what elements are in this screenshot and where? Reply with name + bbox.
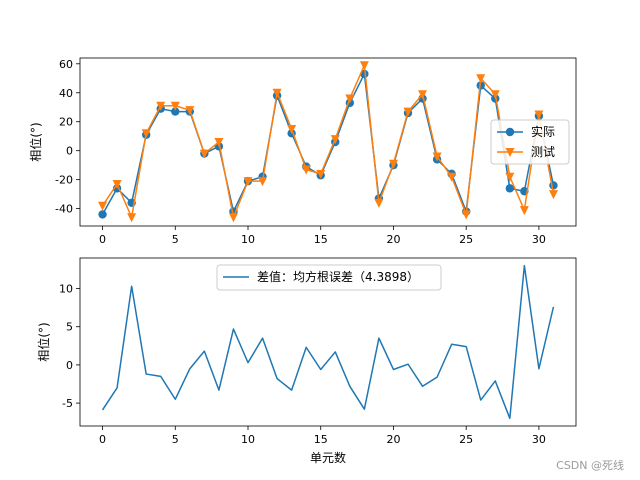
data-point-triangle bbox=[548, 190, 558, 200]
x-tick-label: 20 bbox=[386, 233, 400, 246]
x-tick-label: 25 bbox=[459, 433, 473, 446]
data-point-triangle bbox=[127, 213, 137, 223]
y-tick-label: 0 bbox=[66, 145, 73, 158]
y-tick-label: 40 bbox=[59, 87, 73, 100]
y-tick-label: 5 bbox=[66, 321, 73, 334]
data-point-triangle bbox=[330, 135, 340, 145]
data-point-triangle bbox=[287, 124, 297, 134]
data-point-triangle bbox=[272, 88, 282, 98]
watermark-text: CSDN @死线 bbox=[556, 458, 624, 472]
data-point-triangle bbox=[461, 210, 471, 220]
legend: 差值：均方根误差（4.3898） bbox=[216, 264, 442, 291]
legend-marker-circle bbox=[505, 127, 515, 137]
data-point-triangle bbox=[141, 129, 151, 139]
data-point-circle bbox=[505, 184, 515, 193]
data-point-circle bbox=[98, 210, 107, 219]
legend-label-1: 差值：均方根误差（4.3898） bbox=[257, 269, 419, 284]
data-point-triangle bbox=[447, 172, 457, 182]
data-point-triangle bbox=[185, 106, 195, 116]
data-point-triangle bbox=[432, 152, 442, 162]
x-tick-label: 20 bbox=[386, 433, 400, 446]
legend-marker-triangle bbox=[505, 148, 515, 157]
data-point-triangle bbox=[534, 110, 544, 120]
data-point-triangle bbox=[490, 90, 500, 100]
data-point-triangle bbox=[243, 177, 253, 187]
data-point-circle bbox=[171, 107, 180, 116]
data-point-triangle bbox=[170, 101, 180, 111]
data-point-triangle bbox=[316, 169, 326, 179]
data-point-triangle bbox=[505, 172, 515, 182]
x-tick-label: 0 bbox=[99, 433, 106, 446]
y-axis-label: 相位(°) bbox=[36, 322, 51, 361]
data-point-circle bbox=[476, 81, 485, 90]
x-tick-label: 25 bbox=[459, 233, 473, 246]
y-tick-label: -40 bbox=[55, 203, 73, 216]
x-tick-label: 10 bbox=[241, 433, 255, 446]
data-point-triangle bbox=[418, 90, 428, 100]
data-point-triangle bbox=[345, 94, 355, 104]
axes-frame bbox=[79, 257, 577, 427]
legend-box bbox=[216, 264, 442, 291]
x-tick-label: 0 bbox=[99, 233, 106, 246]
data-point-triangle bbox=[98, 201, 108, 211]
chart-panel-2: 0 5 10 15 20 25 30 -5 0 5 10 相位(°) 单元数 差值：均方根误差（4.389… bbox=[36, 257, 577, 465]
y-tick-label: 20 bbox=[59, 116, 73, 129]
data-point-triangle bbox=[258, 177, 268, 187]
data-point-triangle bbox=[112, 180, 122, 189]
data-point-triangle bbox=[476, 74, 486, 84]
data-point-triangle bbox=[374, 198, 384, 208]
data-point-triangle bbox=[519, 206, 529, 216]
data-point-triangle bbox=[388, 159, 398, 169]
legend-label-2: 测试 bbox=[531, 144, 555, 159]
legend-label-1: 实际 bbox=[531, 124, 555, 139]
x-axis-label: 单元数 bbox=[310, 450, 346, 465]
data-point-triangle bbox=[156, 101, 166, 111]
x-tick-label: 10 bbox=[241, 233, 255, 246]
data-point-triangle bbox=[214, 138, 224, 147]
x-tick-label: 15 bbox=[314, 433, 328, 446]
x-tick-label: 5 bbox=[172, 433, 179, 446]
y-axis-label: 相位(°) bbox=[28, 122, 43, 161]
data-point-triangle bbox=[301, 165, 311, 175]
x-tick-label: 15 bbox=[314, 233, 328, 246]
data-point-triangle bbox=[403, 107, 413, 117]
x-tick-label: 30 bbox=[532, 233, 546, 246]
data-point-triangle bbox=[228, 213, 238, 223]
y-tick-label: -20 bbox=[55, 174, 73, 187]
series-line-1 bbox=[101, 264, 555, 420]
data-point-triangle bbox=[199, 149, 209, 159]
y-tick-label: 10 bbox=[59, 283, 73, 296]
x-tick-label: 30 bbox=[532, 433, 546, 446]
y-tick-label: 60 bbox=[59, 58, 73, 71]
data-point-circle bbox=[549, 181, 558, 190]
x-tick-label: 5 bbox=[172, 233, 179, 246]
legend-box bbox=[490, 119, 570, 165]
y-tick-label: -5 bbox=[62, 397, 73, 410]
axes-frame bbox=[79, 57, 577, 227]
y-tick-label: 0 bbox=[66, 359, 73, 372]
series-line-2 bbox=[101, 64, 555, 219]
data-point-triangle bbox=[359, 61, 369, 71]
